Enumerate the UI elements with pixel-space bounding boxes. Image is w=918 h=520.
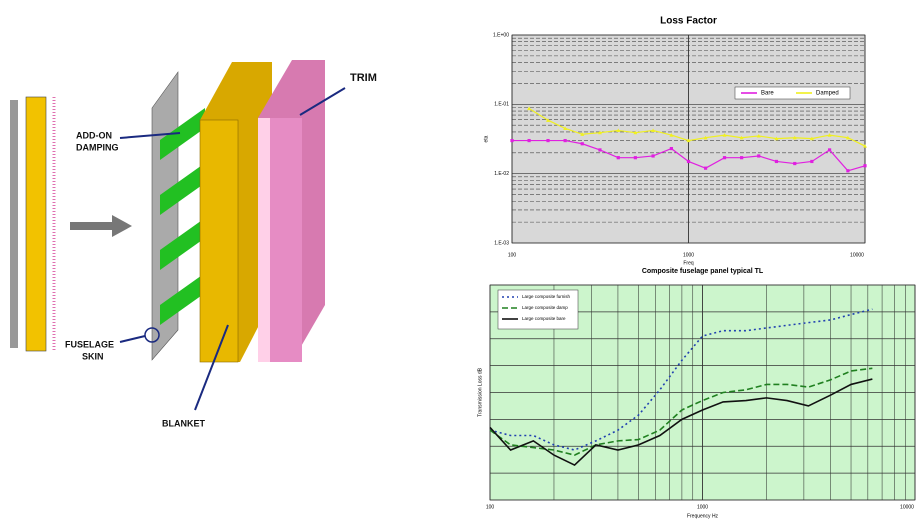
arrow bbox=[70, 215, 132, 237]
legend-label: Large composite furnish bbox=[522, 294, 571, 299]
label: ADD-ON bbox=[76, 130, 112, 140]
chart-title: Loss Factor bbox=[660, 16, 717, 27]
y-tick-label: 1.E-02 bbox=[494, 171, 509, 177]
blanket bbox=[200, 120, 238, 362]
marker bbox=[775, 160, 778, 163]
marker bbox=[510, 139, 513, 142]
diagram: TRIM ADD-ON DAMPING FUSELAGE SKIN BLANKE… bbox=[10, 60, 377, 428]
marker bbox=[846, 169, 849, 172]
x-tick-label: 1000 bbox=[697, 504, 708, 510]
skin-section bbox=[10, 100, 18, 348]
x-tick-label: 100 bbox=[508, 252, 517, 258]
label: DAMPING bbox=[76, 142, 119, 152]
legend: Large composite furnish Large composite d… bbox=[498, 290, 578, 329]
blanket-section bbox=[26, 97, 46, 351]
marker bbox=[704, 167, 707, 170]
marker bbox=[723, 156, 726, 159]
marker bbox=[651, 154, 654, 157]
chart-title: Composite fuselage panel typical TL bbox=[642, 268, 764, 275]
marker bbox=[546, 139, 549, 142]
marker bbox=[581, 142, 584, 145]
marker bbox=[863, 164, 866, 167]
legend-label: Bare bbox=[761, 91, 774, 97]
trim bbox=[270, 118, 302, 362]
x-axis-label: Frequency Hz bbox=[687, 513, 719, 519]
marker bbox=[598, 148, 601, 151]
marker bbox=[810, 160, 813, 163]
y-tick-label: 1.E-01 bbox=[494, 102, 509, 108]
trim-edge bbox=[258, 118, 270, 362]
marker bbox=[670, 147, 673, 150]
marker bbox=[617, 156, 620, 159]
marker bbox=[793, 162, 796, 165]
page: TRIM ADD-ON DAMPING FUSELAGE SKIN BLANKE… bbox=[0, 0, 918, 520]
y-axis-label: eta bbox=[483, 135, 489, 142]
label: FUSELAGE bbox=[65, 339, 114, 349]
marker bbox=[687, 160, 690, 163]
marker bbox=[740, 156, 743, 159]
x-tick-label: 10000 bbox=[850, 252, 864, 258]
marker bbox=[828, 148, 831, 151]
marker bbox=[757, 154, 760, 157]
x-axis-label: Freq bbox=[683, 260, 694, 266]
legend: Bare Damped bbox=[735, 87, 850, 99]
marker bbox=[564, 139, 567, 142]
x-tick-label: 1000 bbox=[683, 252, 694, 258]
legend-label: Large composite bare bbox=[522, 316, 566, 321]
label: BLANKET bbox=[162, 418, 205, 428]
x-tick-label: 100 bbox=[486, 504, 495, 510]
marker bbox=[528, 139, 531, 142]
y-tick-label: 1.E-03 bbox=[494, 240, 509, 246]
y-axis-label: Transmission Loss dB bbox=[477, 367, 483, 417]
label: TRIM bbox=[350, 72, 377, 84]
marker bbox=[634, 156, 637, 159]
legend-label: Damped bbox=[816, 91, 839, 97]
y-tick-label: 1.E+00 bbox=[493, 32, 509, 38]
legend-label: Large composite damp bbox=[522, 305, 568, 310]
label: SKIN bbox=[82, 351, 104, 361]
x-tick-label: 10000 bbox=[900, 504, 914, 510]
